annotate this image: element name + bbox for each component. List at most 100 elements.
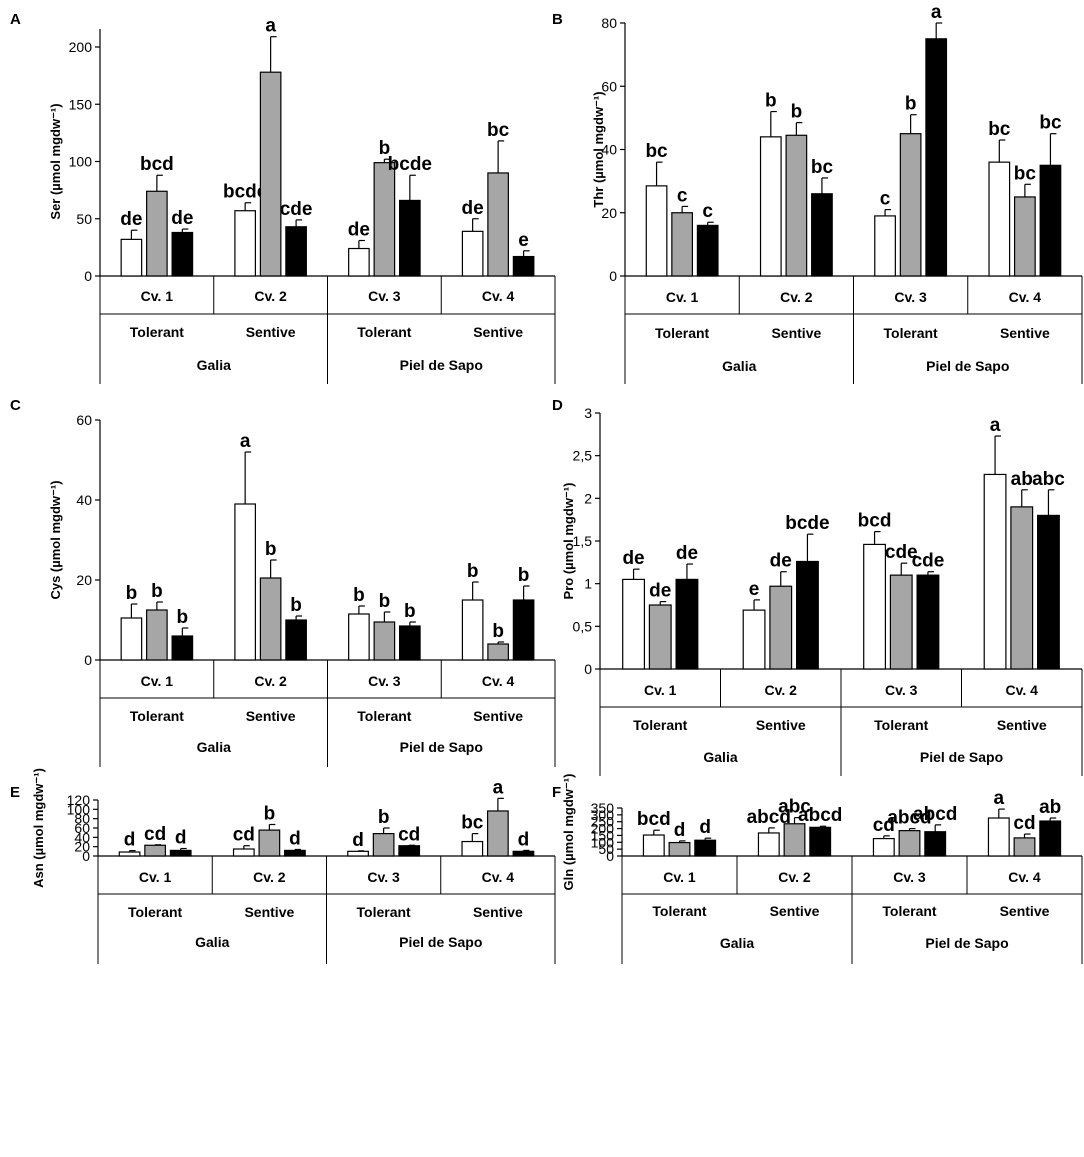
y-tick-label: 0	[82, 848, 90, 864]
bar	[898, 830, 921, 857]
significance-label: de	[171, 208, 193, 229]
chart-panel-c: C 0 20 40 60 Cys (µmol mgdw⁻¹) Cv. 1 Tolerant Cv…	[10, 397, 556, 767]
bar	[259, 577, 282, 661]
significance-label: d	[699, 817, 711, 838]
x-tolerance-label: Sentive	[770, 903, 820, 919]
significance-label: b	[467, 561, 479, 582]
bar	[809, 826, 832, 857]
significance-label: de	[462, 198, 484, 219]
bar	[648, 604, 672, 670]
significance-label: abcd	[887, 808, 931, 829]
y-tick-label: 60	[601, 78, 617, 94]
significance-label: d	[124, 830, 136, 851]
x-category-label: Cv. 2	[765, 682, 798, 698]
significance-label: e	[518, 230, 529, 251]
x-tolerance-label: Sentive	[246, 324, 296, 340]
y-tick-label: 80	[74, 811, 90, 827]
bar	[171, 635, 194, 661]
bar	[373, 621, 396, 661]
bar	[642, 834, 665, 857]
x-tolerance-label: Sentive	[997, 717, 1047, 733]
significance-label: b	[151, 581, 163, 602]
bar	[889, 574, 913, 670]
y-tick-label: 150	[69, 96, 93, 112]
x-tolerance-label: Tolerant	[130, 708, 185, 724]
significance-label: b	[353, 585, 365, 606]
significance-label: abcd	[913, 804, 957, 825]
significance-label: bcd	[858, 511, 892, 532]
y-tick-label: 40	[74, 829, 90, 845]
x-category-label: Cv. 1	[141, 673, 174, 689]
x-group-label: Piel de Sapo	[920, 749, 1003, 765]
y-tick-label: 100	[67, 801, 91, 817]
x-group-label: Piel de Sapo	[926, 358, 1009, 374]
bar	[1013, 196, 1036, 277]
significance-label: bc	[645, 141, 668, 162]
x-group-label: Galia	[720, 935, 754, 951]
bar	[1036, 514, 1060, 670]
significance-label: d	[352, 830, 364, 851]
bar	[258, 829, 281, 857]
y-tick-label: 2	[584, 490, 592, 506]
bar	[348, 613, 370, 661]
bar	[675, 578, 699, 670]
significance-label: cd	[873, 815, 895, 836]
bar	[259, 71, 282, 277]
bar	[512, 850, 535, 857]
bar	[399, 199, 421, 277]
y-tick-label: 50	[598, 841, 614, 857]
y-tick-label: 20	[76, 572, 92, 588]
significance-label: bc	[487, 120, 510, 141]
x-group-label: Piel de Sapo	[400, 357, 483, 373]
significance-label: a	[493, 777, 504, 798]
x-tolerance-label: Tolerant	[884, 325, 939, 341]
significance-label: d	[518, 829, 530, 850]
bar	[169, 849, 192, 857]
significance-label: a	[931, 2, 942, 23]
bar	[987, 817, 1010, 857]
significance-label: ab	[1039, 797, 1061, 818]
significance-label: cd	[144, 824, 166, 845]
y-tick-label: 0,5	[573, 618, 593, 634]
significance-label: b	[404, 601, 416, 622]
x-category-label: Cv. 1	[141, 288, 174, 304]
bar	[1039, 820, 1062, 857]
y-tick-label: 2,5	[573, 448, 593, 464]
y-tick-label: 40	[601, 142, 617, 158]
significance-label: de	[622, 548, 644, 569]
significance-label: cde	[912, 551, 945, 572]
panel-letter: B	[552, 11, 563, 28]
bar	[461, 230, 484, 277]
bar	[487, 643, 509, 661]
significance-label: de	[770, 551, 792, 572]
significance-label: b	[290, 595, 302, 616]
x-category-label: Cv. 2	[778, 869, 811, 885]
significance-label: cd	[398, 824, 420, 845]
x-category-label: Cv. 1	[139, 869, 172, 885]
y-tick-label: 20	[74, 839, 90, 855]
y-axis-label: Cys (µmol mgdw⁻¹)	[48, 480, 63, 599]
significance-label: bcde	[785, 513, 829, 534]
panel-letter: F	[552, 784, 561, 801]
y-tick-label: 40	[76, 492, 92, 508]
x-category-label: Cv. 4	[1009, 289, 1042, 305]
bar	[924, 831, 947, 857]
significance-label: a	[240, 431, 251, 452]
bar	[512, 255, 535, 277]
y-tick-label: 250	[591, 814, 615, 830]
y-tick-label: 100	[591, 834, 615, 850]
significance-label: bc	[988, 119, 1011, 140]
x-group-label: Piel de Sapo	[399, 934, 482, 950]
x-group-label: Galia	[197, 357, 231, 373]
significance-label: abcd	[747, 807, 791, 828]
bar	[785, 134, 808, 277]
y-tick-label: 350	[591, 800, 615, 816]
x-category-label: Cv. 1	[666, 289, 699, 305]
y-tick-label: 60	[76, 412, 92, 428]
significance-label: d	[674, 820, 686, 841]
bar	[983, 473, 1007, 670]
bar	[285, 226, 307, 277]
significance-label: de	[676, 543, 698, 564]
y-axis-label: Gln (µmol mgdw⁻¹)	[561, 774, 576, 891]
